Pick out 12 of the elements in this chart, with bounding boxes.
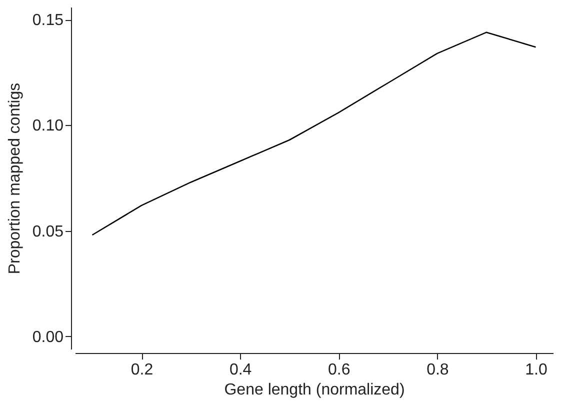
x-tick-label: 0.6 [328,362,350,378]
line-series [92,32,536,236]
y-tick-label: 0.10 [32,118,64,135]
x-axis-title: Gene length (normalized) [224,382,405,398]
y-tick-label: 0.05 [32,223,64,240]
x-tick-label: 0.8 [426,362,449,378]
y-tick-label: 0.15 [32,12,64,30]
x-tick-label: 1.0 [525,362,548,378]
y-tick-label: 0.00 [32,328,64,346]
x-tick-label: 0.4 [229,362,252,378]
x-tick-label: 0.2 [130,362,154,378]
y-axis-title: Proportion mapped contigs [6,82,24,274]
